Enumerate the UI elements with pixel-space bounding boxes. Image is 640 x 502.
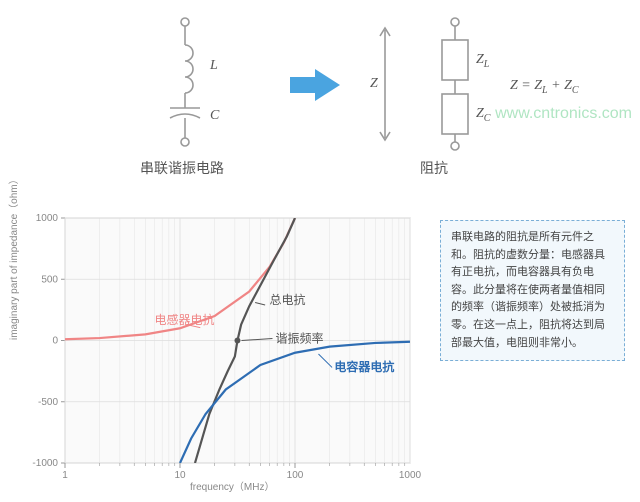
series-lc-circuit xyxy=(100,10,270,165)
impedance-equation: Z = ZL + ZC xyxy=(510,78,579,96)
chart-canvas: -1000 -500 0 500 1000 1 10 100 1000 谐振频率 电感器电抗 总电抗电… xyxy=(10,210,430,492)
svg-text:-1000: -1000 xyxy=(32,458,58,469)
watermark: www.cntronics.com xyxy=(495,105,632,123)
inductor-label: L xyxy=(210,58,218,74)
svg-text:500: 500 xyxy=(41,274,58,285)
reactance-chart: -1000 -500 0 500 1000 1 10 100 1000 谐振频率 电感器电抗 总电抗电… xyxy=(10,210,630,492)
y-axis-label: imaginary part of impedance（ohm） xyxy=(5,174,20,340)
svg-text:1: 1 xyxy=(62,470,68,481)
zc-label: ZC xyxy=(476,106,490,124)
svg-text:100: 100 xyxy=(287,470,304,481)
svg-text:1000: 1000 xyxy=(399,470,422,481)
impedance-diagram xyxy=(360,10,520,165)
svg-text:谐振频率: 谐振频率 xyxy=(275,331,323,346)
zl-label: ZL xyxy=(476,52,489,70)
right-circuit-title: 阻抗 xyxy=(420,158,448,178)
svg-text:10: 10 xyxy=(174,470,186,481)
circuits-panel: L C 串联谐振电路 Z ZL ZC Z = xyxy=(0,0,640,190)
left-circuit-title: 串联谐振电路 xyxy=(140,158,224,178)
x-axis-label: frequency（MHz） xyxy=(190,478,274,493)
svg-text:1000: 1000 xyxy=(36,213,59,224)
arrow-icon xyxy=(285,65,345,105)
svg-text:总电抗: 总电抗 xyxy=(269,292,305,307)
svg-text:电容器电抗: 电容器电抗 xyxy=(334,359,394,374)
svg-text:-500: -500 xyxy=(38,397,58,408)
svg-text:电感器电抗: 电感器电抗 xyxy=(154,312,214,327)
description-box: 串联电路的阻抗是所有元件之和。阻抗的虚数分量：电感器具有正电抗，而电容器具有负电… xyxy=(440,220,625,361)
svg-text:0: 0 xyxy=(52,336,58,347)
capacitor-label: C xyxy=(210,108,219,124)
z-label: Z xyxy=(370,76,378,92)
